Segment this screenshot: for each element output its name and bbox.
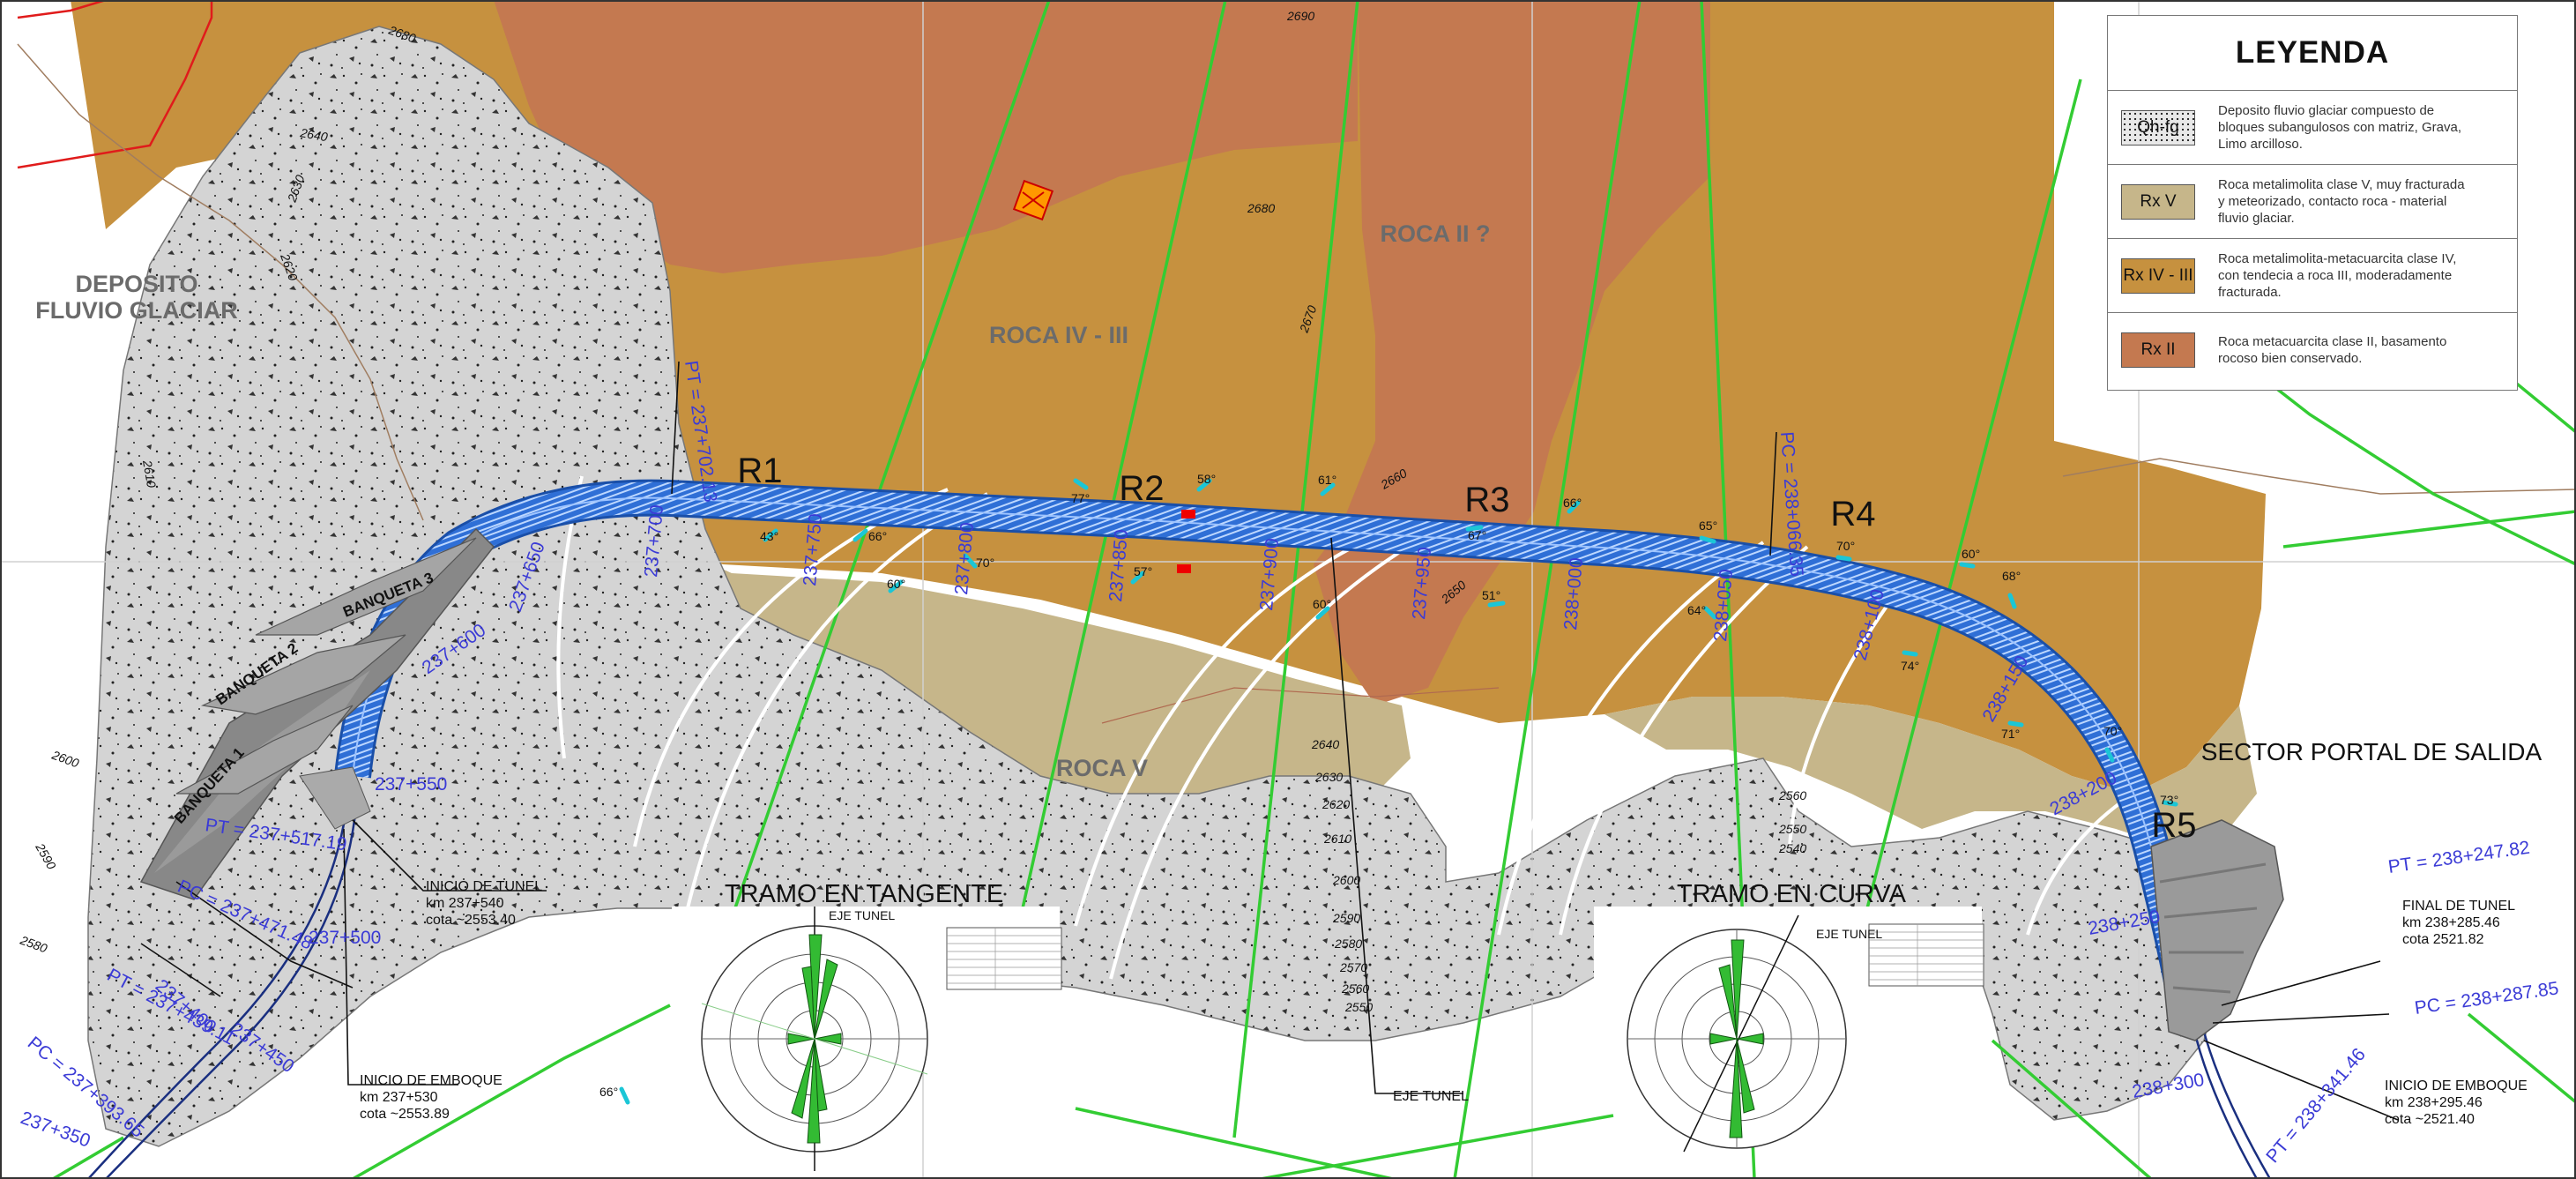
legend-swatch-rx-v: Rx V: [2121, 183, 2195, 220]
legend-desc: Roca metalimolita clase V, muy fracturad…: [2218, 177, 2465, 226]
dip-label: 58°: [1197, 472, 1216, 486]
contour-2550e: 2550: [1778, 822, 1806, 836]
dip-label: 66°: [868, 529, 887, 543]
dip-label: 77°: [1071, 491, 1090, 505]
dip-label: 70°: [2103, 724, 2122, 738]
legend-item: Rx II Roca metacuarcita clase II, basame…: [2108, 313, 2517, 387]
contour-2600: 2600: [1332, 873, 1360, 887]
callout-eje-tunel: EJE TUNEL: [1393, 1089, 1469, 1104]
contour-2680b: 2680: [1247, 201, 1275, 215]
dip-label: 60°: [887, 577, 905, 591]
contour-2570: 2570: [1339, 960, 1367, 974]
label-fluvio-glaciar: FLUVIO GLACIAR: [35, 297, 238, 324]
legend-panel: LEYENDA Qh-fg Deposito fluvio glaciar co…: [2107, 15, 2518, 391]
dip-label: 68°: [2002, 569, 2021, 583]
callout-inicio-emboque-e: INICIO DE EMBOQUE: [2385, 1078, 2528, 1093]
callout-inicio-tunel-cota: cota ~2553.40: [426, 913, 516, 928]
legend-swatch-rx-iv-iii: Rx IV - III: [2121, 257, 2195, 294]
label-roca-iv-iii: ROCA IV - III: [989, 322, 1128, 348]
section-r3: R3: [1464, 481, 1509, 519]
sample-marks: [1177, 510, 1195, 573]
stereonet-curve: [1594, 907, 1984, 1153]
stereonet-axis-label-tangent: EJE TUNEL: [829, 908, 895, 922]
legend-swatch-qh-fg: Qh-fg: [2121, 109, 2195, 146]
contour-2550: 2550: [1344, 1000, 1373, 1014]
portal-east: [2150, 819, 2284, 1041]
contour-2630: 2630: [1314, 770, 1343, 784]
marker-symbol: [1012, 179, 1054, 221]
legend-desc: Roca metalimolita-metacuarcita clase IV,…: [2218, 251, 2457, 300]
dip-label: 61°: [1318, 473, 1336, 487]
callout-inicio-emboque-w-km: km 237+530: [360, 1090, 438, 1105]
contour-2580: 2580: [1334, 936, 1362, 951]
dip-label: 43°: [760, 529, 778, 543]
contour-2590: 2590: [1332, 911, 1360, 925]
callout-inicio-emboque-e-cota: cota ~2521.40: [2385, 1112, 2475, 1127]
contour-2610: 2610: [1323, 832, 1351, 846]
stereonet-tangent: [672, 907, 1062, 1171]
portal-west: [139, 527, 495, 900]
leader-lines: [140, 361, 2399, 1121]
title-tramo-curva: TRAMO EN CURVA: [1677, 880, 1907, 908]
dip-label: 71°: [2001, 727, 2020, 741]
station-237-550: 237+550: [375, 774, 447, 795]
dip-label: 64°: [1687, 603, 1706, 617]
callout-inicio-emboque-e-km: km 238+295.46: [2385, 1095, 2483, 1110]
callout-inicio-emboque-w-cota: cota ~2553.89: [360, 1107, 450, 1122]
dip-label: 74°: [1901, 659, 1919, 673]
section-r1: R1: [737, 451, 782, 490]
callout-final-tunel-cota: cota 2521.82: [2402, 932, 2484, 947]
label-roca-ii: ROCA II ?: [1381, 220, 1491, 247]
dip-label: 57°: [1134, 564, 1152, 578]
dip-label: 66°: [599, 1085, 618, 1099]
dip-label: 60°: [1962, 547, 1980, 561]
contour-2640: 2640: [1311, 737, 1339, 751]
section-r2: R2: [1119, 469, 1164, 508]
boundary-lines: [17, 0, 2576, 724]
dip-label: 70°: [976, 556, 994, 570]
legend-item: Rx IV - III Roca metalimolita-metacuarci…: [2108, 239, 2517, 313]
label-deposito: DEPOSITO: [75, 271, 197, 297]
contour-2620: 2620: [1322, 797, 1350, 811]
stereonet-axis-label-curve: EJE TUNEL: [1816, 927, 1882, 941]
legend-desc: Roca metacuarcita clase II, basamento ro…: [2218, 334, 2447, 366]
title-tramo-tangente: TRAMO EN TANGENTE: [725, 880, 1003, 908]
callout-inicio-emboque-w: INICIO DE EMBOQUE: [360, 1073, 503, 1088]
dip-label: 67°: [1468, 528, 1486, 542]
label-roca-v: ROCA V: [1056, 755, 1148, 781]
section-r4: R4: [1830, 495, 1875, 534]
dip-label: 60°: [1313, 597, 1331, 611]
section-arcs: [556, 475, 2135, 980]
contour-2540e: 2540: [1778, 841, 1806, 855]
dip-symbols: [619, 478, 2178, 1105]
zone-rock-ii-west: [494, 0, 1358, 273]
callout-final-tunel-km: km 238+285.46: [2402, 915, 2500, 930]
label-portal-salida: SECTOR PORTAL DE SALIDA: [2201, 738, 2542, 765]
legend-item: Rx V Roca metalimolita clase V, muy frac…: [2108, 165, 2517, 239]
section-r5: R5: [2151, 806, 2196, 845]
dip-label: 65°: [1699, 519, 1717, 533]
contour-2690: 2690: [1286, 9, 1314, 23]
contour-2560: 2560: [1341, 981, 1369, 996]
contour-2610w: 2610: [140, 459, 159, 489]
legend-item: Qh-fg Deposito fluvio glaciar compuesto …: [2108, 91, 2517, 165]
callout-inicio-tunel-km: km 237+540: [426, 896, 504, 911]
contour-2560e: 2560: [1778, 788, 1806, 802]
legend-swatch-rx-ii: Rx II: [2121, 332, 2195, 368]
dip-label: 66°: [1563, 496, 1582, 510]
dip-label: 73°: [2160, 793, 2178, 807]
contour-2640w: 2640: [298, 125, 329, 144]
callout-inicio-tunel: INICIO DE TUNEL: [426, 879, 542, 894]
callout-final-tunel: FINAL DE TUNEL: [2402, 899, 2515, 914]
legend-desc: Deposito fluvio glaciar compuesto de blo…: [2218, 103, 2461, 152]
legend-title: LEYENDA: [2108, 16, 2517, 91]
station-237-500: 237+500: [309, 928, 381, 948]
zone-rock-v-east: [1604, 697, 2257, 847]
dip-label: 70°: [1836, 539, 1855, 553]
dip-label: 51°: [1482, 588, 1500, 602]
